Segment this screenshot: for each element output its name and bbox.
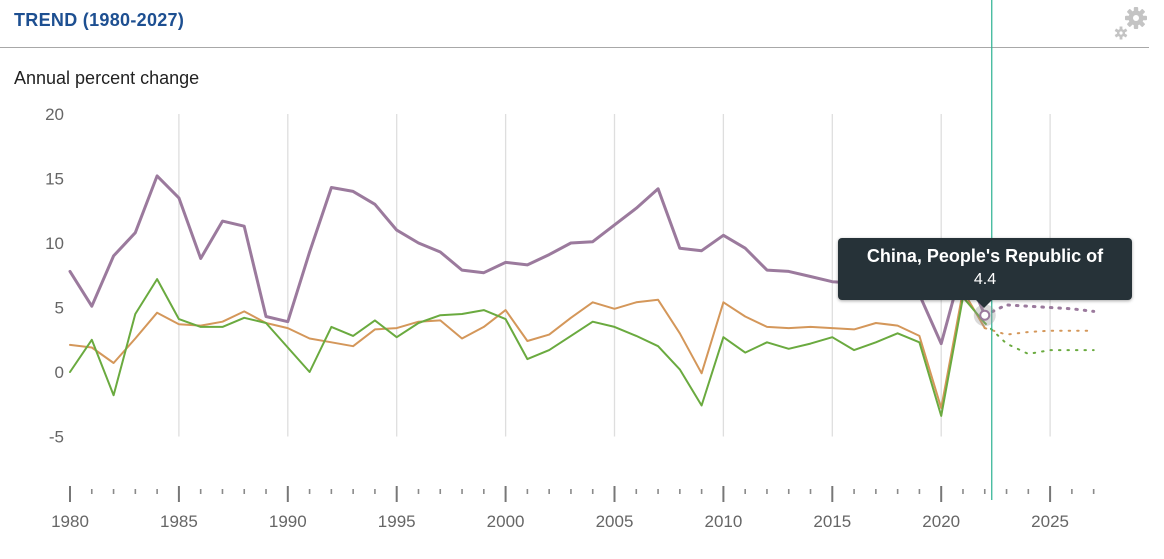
x-tick-label: 2015: [813, 512, 851, 531]
x-tick-label: 2020: [922, 512, 960, 531]
y-axis-ticks: 20 15 10 5 0 -5: [45, 105, 64, 447]
line-world: [69, 289, 986, 410]
projection-world: [983, 327, 1095, 336]
projection-china-people-s-republic-of: [983, 303, 1096, 317]
gear-icon[interactable]: [1112, 4, 1152, 42]
y-tick-label: 15: [45, 170, 64, 189]
tooltip-series-name: China, People's Republic of: [866, 246, 1104, 266]
title-divider: [0, 47, 1149, 48]
x-tick-label: 1980: [51, 512, 89, 531]
panel-title: TREND (1980-2027): [14, 10, 185, 30]
x-tick-label: 2025: [1031, 512, 1069, 531]
x-tick-label: 1985: [160, 512, 198, 531]
line-advanced-economies: [69, 278, 986, 417]
y-tick-label: 10: [45, 234, 64, 253]
x-tick-label: 1990: [269, 512, 307, 531]
projection-advanced-economies: [983, 322, 1095, 355]
series-lines: [68, 174, 1096, 417]
x-tick-label: 2005: [596, 512, 634, 531]
y-tick-label: 0: [55, 363, 64, 382]
tooltip: China, People's Republic of 4.4: [838, 238, 1132, 308]
x-axis: 1980 1985 1990 1995 2000 2005 2010 2015 2020 2025: [51, 486, 1095, 531]
x-tick-label: 2010: [704, 512, 742, 531]
line-china-people-s-republic-of: [68, 174, 987, 346]
y-tick-label: 20: [45, 105, 64, 124]
y-tick-label: -5: [49, 428, 64, 447]
hover-marker: [973, 304, 996, 327]
x-tick-label: 2000: [487, 512, 525, 531]
hover-point: [979, 309, 991, 321]
gridlines: [178, 114, 1051, 437]
x-tick-label: 1995: [378, 512, 416, 531]
y-axis-label: Annual percent change: [14, 68, 200, 88]
y-tick-label: 5: [55, 299, 64, 318]
tooltip-value: 4.4: [973, 271, 997, 288]
